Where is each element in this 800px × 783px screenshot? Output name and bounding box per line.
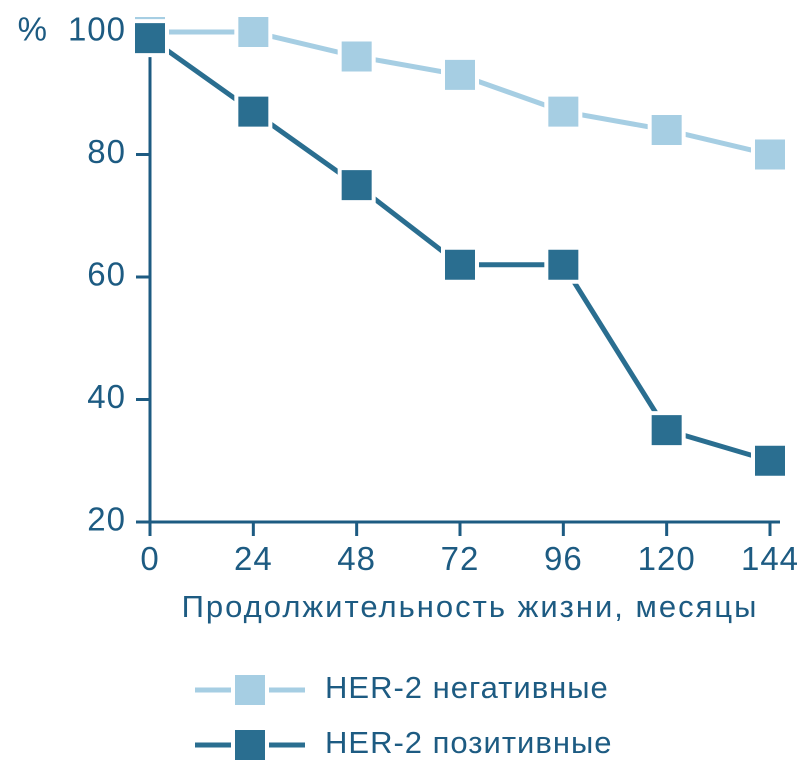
x-tick-label: 144: [741, 540, 799, 577]
x-tick-label: 120: [638, 540, 696, 577]
legend-swatch-pos: [233, 728, 267, 762]
series-marker-pos: [546, 248, 580, 282]
series-marker-pos: [133, 21, 167, 55]
series-marker-neg: [546, 95, 580, 129]
series-marker-neg: [650, 113, 684, 147]
y-tick-label: 100: [68, 11, 126, 48]
x-tick-label: 0: [140, 540, 159, 577]
y-tick-label: 60: [87, 256, 126, 293]
x-tick-label: 96: [544, 540, 583, 577]
y-tick-label: 80: [87, 133, 126, 170]
y-tick-label: 40: [87, 378, 126, 415]
legend-swatch-neg: [233, 673, 267, 707]
y-axis-symbol: %: [18, 11, 48, 48]
series-marker-neg: [753, 138, 787, 172]
series-marker-neg: [340, 40, 374, 74]
series-marker-pos: [650, 413, 684, 447]
x-tick-label: 48: [337, 540, 376, 577]
y-tick-label: 20: [87, 501, 126, 538]
x-axis-label: Продолжительность жизни, месяцы: [182, 589, 759, 624]
legend-label-pos: HER-2 позитивные: [325, 725, 612, 760]
series-marker-pos: [340, 168, 374, 202]
series-marker-neg: [443, 58, 477, 92]
survival-chart: 20 40 60 80 100% 0 24 48 72 96 120 144 Продолжительн…: [0, 0, 800, 783]
x-tick-label: 24: [234, 540, 273, 577]
series-marker-pos: [443, 248, 477, 282]
series-marker-pos: [236, 95, 270, 129]
series-marker-neg: [236, 15, 270, 49]
legend-label-neg: HER-2 негативные: [325, 670, 609, 705]
x-tick-label: 72: [441, 540, 480, 577]
series-marker-pos: [753, 444, 787, 478]
